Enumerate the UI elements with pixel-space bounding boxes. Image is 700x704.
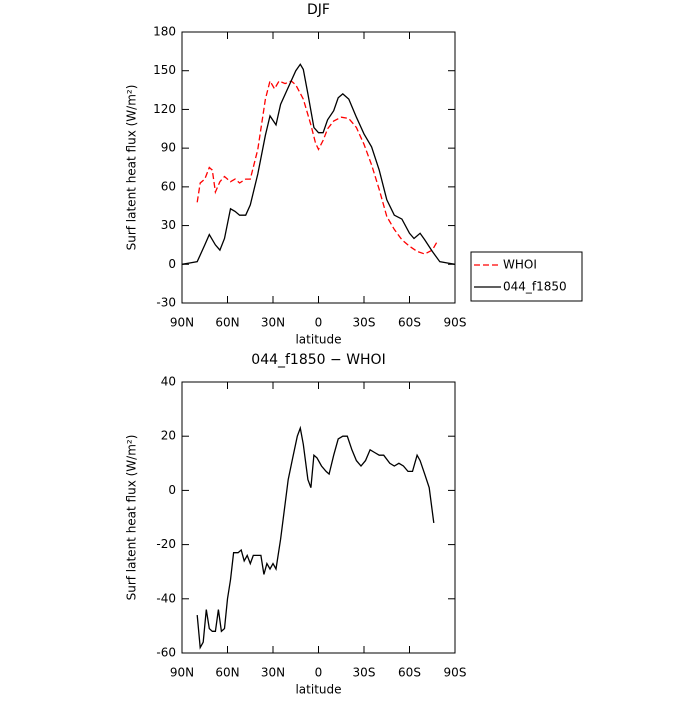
x-tick-label: 30S [353,316,376,330]
x-tick-label: 30S [353,666,376,680]
legend-label: 044_f1850 [503,280,567,294]
x-tick-label: 30N [261,316,285,330]
x-axis-label: latitude [295,683,341,697]
x-tick-label: 60S [398,316,421,330]
y-tick-label: 0 [168,483,176,497]
y-tick-label: 180 [153,25,176,39]
y-tick-label: -60 [156,646,176,660]
x-tick-label: 90S [444,666,467,680]
y-tick-label: 150 [153,63,176,77]
y-tick-label: -20 [156,537,176,551]
y-tick-label: 60 [161,179,176,193]
y-tick-label: 0 [168,257,176,271]
y-tick-label: 120 [153,102,176,116]
y-tick-label: -40 [156,591,176,605]
data-line [196,79,438,255]
data-line [196,425,435,650]
plot-frame [181,381,456,654]
x-tick-label: 0 [315,316,323,330]
y-axis-label: Surf latent heat flux (W/m²) [125,85,139,251]
y-tick-label: 90 [161,141,176,155]
x-tick-label: 90S [444,316,467,330]
x-tick-label: 90N [170,316,194,330]
x-tick-label: 60S [398,666,421,680]
chart-title: 044_f1850 − WHOI [251,352,385,368]
x-tick-label: 60N [215,316,239,330]
x-tick-label: 60N [215,666,239,680]
y-tick-label: 20 [161,429,176,443]
x-tick-label: 0 [315,666,323,680]
plot-frame [181,31,456,304]
data-line [181,63,456,265]
legend-label: WHOI [503,258,537,272]
chart-title: DJF [307,2,330,18]
y-axis-label: Surf latent heat flux (W/m²) [125,435,139,601]
x-tick-label: 30N [261,666,285,680]
legend-box [470,251,583,302]
y-tick-label: 40 [161,375,176,389]
y-tick-label: 30 [161,218,176,232]
y-tick-label: -30 [156,296,176,310]
x-tick-label: 90N [170,666,194,680]
x-axis-label: latitude [295,333,341,347]
